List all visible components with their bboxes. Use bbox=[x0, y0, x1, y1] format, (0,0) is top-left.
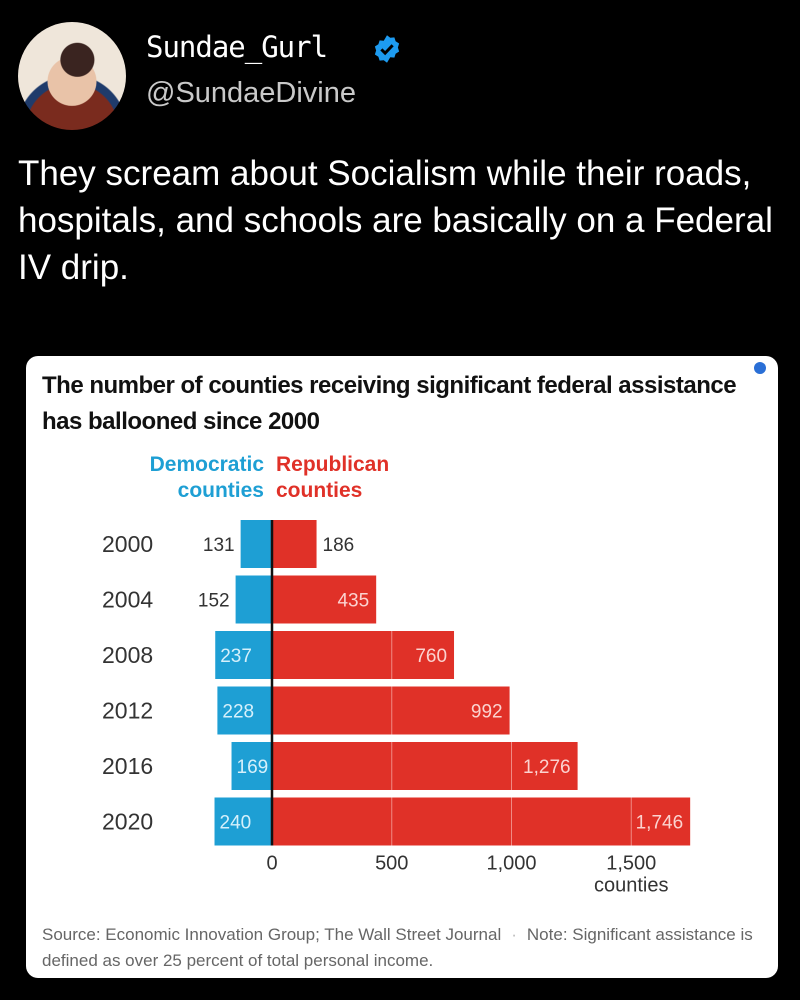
bar-republican bbox=[272, 797, 691, 846]
bar-republican bbox=[272, 742, 578, 790]
media-badge-icon bbox=[754, 362, 766, 374]
x-tick-label: 1,000 bbox=[486, 853, 536, 875]
data-label-democratic: 240 bbox=[220, 813, 252, 834]
bar-democratic bbox=[235, 575, 272, 624]
year-label: 2016 bbox=[102, 753, 153, 779]
avatar[interactable] bbox=[18, 22, 126, 130]
data-label-republican: 992 bbox=[471, 702, 503, 723]
year-label: 2000 bbox=[102, 531, 153, 557]
year-label: 2008 bbox=[102, 642, 153, 668]
separator-dot: · bbox=[511, 925, 517, 944]
chart-footnote: Source: Economic Innovation Group; The W… bbox=[42, 922, 762, 974]
legend-democratic-line1: Democratic bbox=[149, 453, 264, 476]
display-name[interactable]: Sundae_Gurl bbox=[146, 30, 328, 64]
legend-democratic: Democratic counties bbox=[150, 452, 264, 504]
legend-republican-line2: counties bbox=[276, 479, 363, 502]
x-axis-unit-label: counties bbox=[594, 875, 669, 897]
bar-democratic bbox=[215, 631, 272, 679]
data-label-republican: 186 bbox=[323, 535, 355, 556]
data-label-republican: 435 bbox=[337, 591, 369, 612]
year-label: 2004 bbox=[102, 587, 153, 613]
bar-democratic bbox=[214, 797, 272, 846]
tweet-text: They scream about Socialism while their … bbox=[18, 154, 773, 287]
data-label-republican: 760 bbox=[415, 646, 447, 667]
data-label-democratic: 169 bbox=[237, 757, 269, 778]
bar-chart: 2000 131 186 2004 152 435 2008 237 760 2012 228 992… bbox=[102, 520, 691, 897]
chart-title: The number of counties receiving signifi… bbox=[42, 372, 737, 435]
data-label-democratic: 228 bbox=[222, 702, 254, 723]
bar-democratic bbox=[231, 742, 272, 790]
bar-democratic bbox=[240, 520, 272, 568]
legend-democratic-line2: counties bbox=[177, 479, 264, 502]
x-tick-label: 500 bbox=[375, 853, 408, 875]
x-tick-label: 0 bbox=[266, 853, 277, 875]
data-label-republican: 1,746 bbox=[636, 813, 684, 834]
bar-republican bbox=[272, 631, 455, 679]
data-label-democratic: 152 bbox=[198, 591, 230, 612]
year-label: 2020 bbox=[102, 809, 153, 835]
legend-republican-line1: Republican bbox=[276, 453, 390, 476]
data-label-republican: 1,276 bbox=[523, 757, 571, 778]
bar-democratic bbox=[217, 686, 272, 735]
verified-badge-icon bbox=[374, 35, 400, 63]
bar-republican bbox=[272, 686, 510, 735]
bar-republican bbox=[272, 520, 317, 568]
note-text: Note: Significant assistance is defined … bbox=[42, 925, 753, 970]
year-label: 2012 bbox=[102, 698, 153, 724]
bar-republican bbox=[272, 575, 377, 624]
chart-card[interactable]: The number of counties receiving signifi… bbox=[26, 356, 778, 978]
data-label-democratic: 237 bbox=[220, 646, 252, 667]
data-label-democratic: 131 bbox=[203, 535, 235, 556]
legend-republican: Republican counties bbox=[276, 452, 389, 504]
user-handle[interactable]: @SundaeDivine bbox=[146, 77, 357, 109]
x-tick-label: 1,500 bbox=[606, 853, 656, 875]
source-text: Source: Economic Innovation Group; The W… bbox=[42, 925, 502, 944]
